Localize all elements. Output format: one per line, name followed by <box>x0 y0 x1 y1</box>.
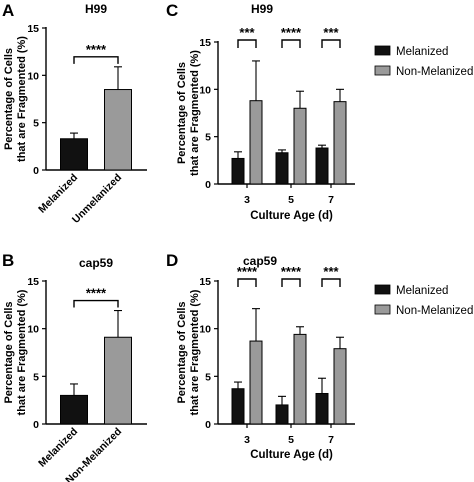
category-label: Melanized <box>36 172 80 216</box>
x-tick-label: 7 <box>328 434 334 446</box>
y-tick-label: 15 <box>27 23 39 35</box>
legend-label: Non-Melanized <box>396 66 473 78</box>
legend-label: Non-Melanized <box>396 305 473 317</box>
y-tick-label: 10 <box>199 84 211 96</box>
y-axis-label-line1: Percentage of Cells <box>176 301 188 403</box>
significance-label: *** <box>239 25 255 40</box>
bar <box>231 157 245 185</box>
x-tick-label: 5 <box>288 434 294 446</box>
y-tick-label: 5 <box>33 371 39 383</box>
y-tick-label: 0 <box>205 419 211 431</box>
significance-label: **** <box>86 286 107 301</box>
significance-bracket <box>281 39 301 48</box>
significance-label: **** <box>237 264 258 279</box>
legend-swatch <box>374 45 391 56</box>
significance-bracket <box>321 39 341 48</box>
y-tick-label: 0 <box>33 165 39 177</box>
x-axis-label: Culture Age (d) <box>250 449 333 461</box>
legend-swatch <box>374 65 391 76</box>
bar <box>293 107 307 185</box>
bar <box>249 340 263 425</box>
y-axis-label-line2: that are Fragmented (%) <box>189 289 201 415</box>
y-tick-label: 5 <box>33 118 39 130</box>
bar <box>333 101 347 185</box>
panel-letter-a: A <box>2 1 14 20</box>
y-tick-label: 0 <box>205 179 211 191</box>
panel-letter-d: D <box>166 251 178 270</box>
x-axis-label: Culture Age (d) <box>250 210 333 222</box>
y-tick-label: 10 <box>27 324 39 336</box>
y-tick-label: 10 <box>199 324 211 336</box>
significance-bracket <box>281 278 301 287</box>
y-axis-label-line1: Percentage of Cells <box>3 301 15 403</box>
bar <box>60 138 88 171</box>
significance-label: **** <box>86 42 107 57</box>
bar <box>315 392 329 425</box>
y-tick-label: 5 <box>205 132 211 144</box>
panel-title: H99 <box>251 2 273 16</box>
y-axis-label-line2: that are Fragmented (%) <box>16 289 28 415</box>
x-tick-label: 3 <box>244 434 250 446</box>
y-axis-label-line1: Percentage of Cells <box>3 48 15 150</box>
legend-swatch <box>374 284 391 295</box>
chart-panel-b: 0 5 10 15 cap59 Percentage of Cells that are F… <box>3 256 147 482</box>
category-label: Melanized <box>36 426 80 470</box>
panel-title: cap59 <box>243 254 277 268</box>
y-tick-label: 0 <box>33 419 39 431</box>
x-tick-label: 3 <box>244 194 250 206</box>
x-tick-label: 7 <box>328 194 334 206</box>
bar <box>60 394 88 425</box>
significance-bracket <box>237 278 257 287</box>
significance-label: *** <box>323 264 339 279</box>
panel-title: H99 <box>85 2 107 16</box>
bar <box>104 336 132 425</box>
bar <box>231 388 245 425</box>
significance-bracket <box>237 39 257 48</box>
legend-swatch <box>374 304 391 315</box>
bar <box>275 152 289 185</box>
y-tick-label: 15 <box>199 276 211 288</box>
bar <box>275 404 289 425</box>
legend-label: Melanized <box>396 46 448 58</box>
significance-label: **** <box>281 25 302 40</box>
significance-bracket <box>73 299 119 308</box>
chart-panel-d: 0 5 10 15 cap59 Percentage of Cells that are F… <box>176 254 473 461</box>
y-tick-label: 15 <box>199 37 211 49</box>
chart-panel-c: 0 5 10 15 H99 Percentage of Cells that are Fra… <box>176 2 473 222</box>
y-tick-label: 10 <box>27 70 39 82</box>
bar <box>104 89 132 171</box>
y-axis-label-line2: that are Fragmented (%) <box>16 36 28 162</box>
bar <box>333 348 347 425</box>
bar <box>249 100 263 185</box>
y-axis-label-line2: that are Fragmented (%) <box>189 50 201 176</box>
y-tick-label: 15 <box>27 276 39 288</box>
y-axis-label-line1: Percentage of Cells <box>176 62 188 164</box>
significance-bracket <box>73 56 119 64</box>
significance-bracket <box>321 278 341 287</box>
panel-title: cap59 <box>79 256 113 270</box>
chart-panel-a: 0 5 10 15 H99 Percentage of Cells that are Fra… <box>3 2 147 226</box>
x-tick-label: 5 <box>288 194 294 206</box>
legend-label: Melanized <box>396 285 448 297</box>
bar <box>293 333 307 425</box>
bar <box>315 147 329 185</box>
significance-label: *** <box>323 25 339 40</box>
panel-letter-b: B <box>2 251 14 270</box>
significance-label: **** <box>281 264 302 279</box>
panel-letter-c: C <box>166 1 178 20</box>
y-tick-label: 5 <box>205 371 211 383</box>
